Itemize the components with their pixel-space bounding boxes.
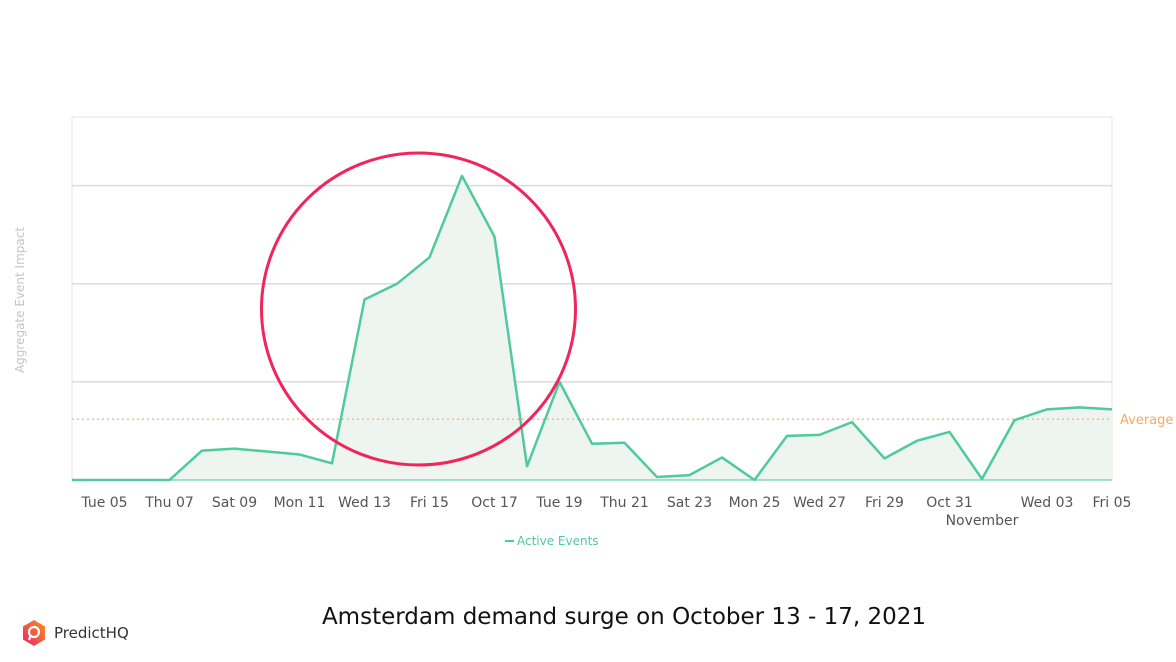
y-axis-label: Aggregate Event Impact (13, 227, 27, 373)
x-tick-label: Fri 05 (1093, 495, 1132, 511)
chart: Aggregate Event Impact Average Tue 05 Thu 0… (13, 116, 1173, 548)
x-tick-label: Sat 23 (667, 495, 712, 511)
x-tick-label: Thu 21 (599, 495, 649, 511)
legend-label: Active Events (517, 534, 599, 548)
x-tick-label: Wed 13 (338, 495, 391, 511)
x-tick-label: Tue 19 (535, 495, 582, 511)
x-tick-label: Wed 27 (793, 495, 846, 511)
x-tick-label: November (946, 513, 1019, 529)
average-label: Average (1120, 413, 1173, 428)
x-tick-label: Oct 31 (926, 495, 972, 511)
series-area (72, 175, 1112, 480)
x-tick-label: Oct 17 (471, 495, 517, 511)
x-tick-label: Thu 07 (144, 495, 194, 511)
predicthq-logo-icon (23, 620, 45, 646)
x-tick-label: Fri 15 (410, 495, 449, 511)
brand: PredictHQ (22, 620, 129, 646)
x-tick-label: Wed 03 (1021, 495, 1074, 511)
x-tick-label: Fri 29 (865, 495, 904, 511)
x-tick-label: Mon 25 (729, 495, 781, 511)
caption: Amsterdam demand surge on October 13 - 1… (321, 604, 927, 630)
plot-area (71, 116, 1113, 481)
highlight-circle (260, 151, 577, 467)
brand-name: PredictHQ (54, 624, 129, 642)
x-tick-label: Sat 09 (212, 495, 257, 511)
x-tick-label: Mon 11 (274, 495, 326, 511)
x-tick-label: Tue 05 (80, 495, 127, 511)
